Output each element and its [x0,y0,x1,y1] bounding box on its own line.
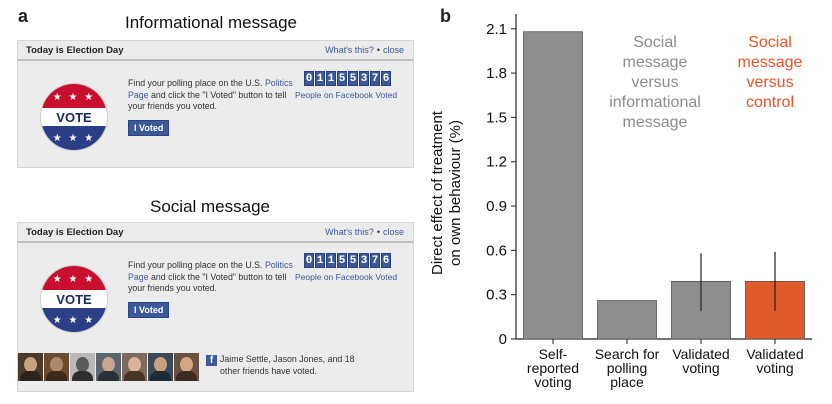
y-tick-label: 1.5 [486,109,507,126]
politics-page-link[interactable]: Politics Page [128,78,293,100]
friend-photo[interactable] [174,353,199,381]
counter-digit: 5 [337,71,347,86]
y-tick-label: 1.8 [486,65,507,82]
annotation-text: message [738,54,803,71]
y-tick-label: 0.6 [486,242,507,259]
x-tick-label: reported [527,360,579,376]
y-tick-label: 2.1 [486,21,507,38]
annotation-text: message [623,54,688,71]
x-tick-label: Self- [539,346,568,362]
election-day-header: Today is Election Day What's this? • close [18,41,413,61]
x-tick-label: voting [682,360,719,376]
i-voted-button[interactable]: I Voted [128,302,170,318]
vote-label: VOTE [56,292,92,307]
annotation-text: informational [609,94,701,111]
vote-badge-icon: ★ ★ ★ VOTE ★ ★ ★ [40,265,108,333]
social-title: Social message [150,197,271,216]
counter-digit: 1 [315,253,325,268]
counter-digit: 5 [337,253,347,268]
friend-photos [18,353,199,381]
counter-digit: 5 [348,71,358,86]
counter-digit: 0 [304,253,314,268]
election-day-header: Today is Election Day What's this? • close [18,223,413,243]
friend-photo[interactable] [70,353,95,381]
stars-bottom: ★ ★ ★ [52,133,96,144]
stars-bottom: ★ ★ ★ [52,315,96,326]
close-link[interactable]: close [382,45,404,55]
counter-digit: 1 [326,253,336,268]
panel-letter-a: a [18,6,29,26]
counter-digit: 0 [304,71,314,86]
vote-badge-icon: ★ ★ ★ VOTE ★ ★ ★ [40,83,108,151]
friend-photo[interactable] [96,353,121,381]
counter-digit: 6 [381,71,391,86]
friend-photo[interactable] [44,353,69,381]
x-tick-label: place [610,374,644,390]
polling-instructions: Find your polling place on the U.S. Poli… [128,78,293,113]
i-voted-button[interactable]: I Voted [128,120,170,136]
counter-digit: 5 [348,253,358,268]
election-day-title: Today is Election Day [26,227,124,238]
x-tick-label: Validated [672,346,729,362]
x-tick-label: Search for [595,346,660,362]
friend-photo[interactable] [18,353,43,381]
bar [597,300,657,340]
y-axis-label-line2: on own behaviour (%) [447,120,464,266]
annotation-text: versus [746,74,793,91]
instructions-line1: Find your polling place on the U.S. [128,78,263,88]
vote-label: VOTE [56,110,92,125]
informational-message-box: Today is Election Day What's this? • close… [17,40,414,168]
politics-page-link[interactable]: Politics Page [128,260,293,282]
y-tick-label: 0.3 [486,287,507,304]
counter-digit: 3 [359,253,369,268]
y-tick-label: 0 [499,331,507,348]
instructions-rest: and click the "I Voted" button to tell y… [128,89,287,112]
whats-this-link[interactable]: What's this? [325,45,374,55]
instructions-line1: Find your polling place on the U.S. [128,260,263,270]
friend-photo[interactable] [122,353,147,381]
x-tick-label: voting [756,360,793,376]
counter-digit: 6 [381,253,391,268]
annotation-text: versus [631,74,678,91]
x-tick-label: voting [534,374,571,390]
election-day-title: Today is Election Day [26,45,124,56]
counter-digit: 1 [315,71,325,86]
bar [523,31,583,340]
informational-title: Informational message [125,13,297,32]
stars-top: ★ ★ ★ [52,92,96,103]
y-tick-label: 1.2 [486,154,507,171]
counter-digit: 7 [370,71,380,86]
close-link[interactable]: close [382,227,404,237]
header-links: What's this? • close [325,227,404,237]
y-tick-label: 0.9 [486,198,507,215]
social-message-box: Today is Election Day What's this? • close… [17,222,414,392]
stars-top: ★ ★ ★ [52,274,96,285]
annotation-text: Social [748,34,792,51]
instructions-rest: and click the "I Voted" button to tell y… [128,271,287,294]
y-axis-label-line1: Direct effect of treatment [429,110,446,275]
panel-letter-b: b [440,6,451,26]
annotation-text: control [746,94,794,111]
counter-digit: 3 [359,71,369,86]
x-tick-label: Validated [746,346,803,362]
polling-instructions: Find your polling place on the U.S. Poli… [128,260,293,295]
x-tick-label: polling [607,360,647,376]
counter-digit: 7 [370,253,380,268]
friends-voted-text: Jaime Settle, Jason Jones, and 18 other … [220,354,355,376]
annotation-text: message [623,114,688,131]
facebook-icon: f [206,355,217,366]
annotation-text: Social [633,34,677,51]
friend-photo[interactable] [148,353,173,381]
header-links: What's this? • close [325,45,404,55]
counter-label: People on Facebook Voted [295,272,398,282]
counter-digit: 1 [326,71,336,86]
counter-label: People on Facebook Voted [295,90,398,100]
link-separator: • [376,45,380,55]
link-separator: • [376,227,380,237]
whats-this-link[interactable]: What's this? [325,227,374,237]
